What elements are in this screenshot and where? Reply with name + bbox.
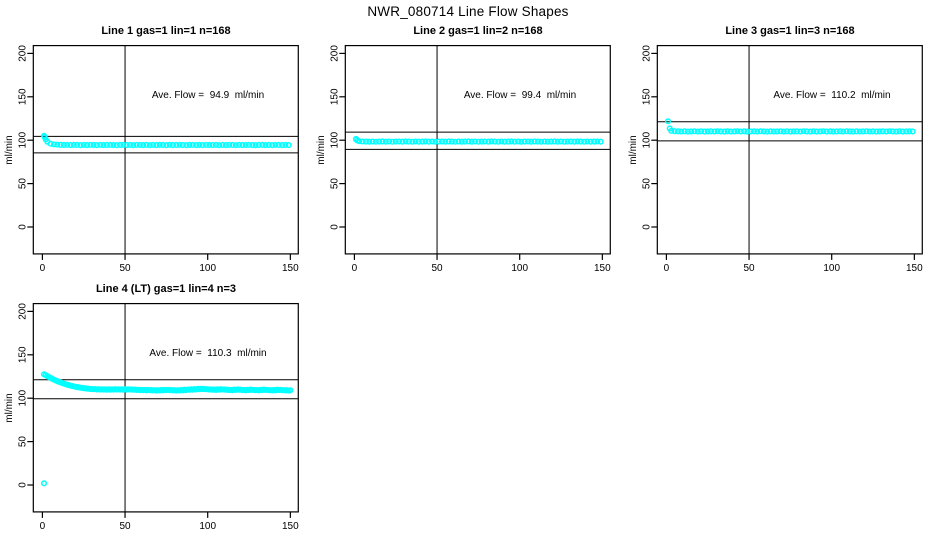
svg-text:150: 150 [641,88,652,105]
svg-text:200: 200 [17,45,28,62]
svg-text:150: 150 [329,88,340,105]
svg-text:0: 0 [17,224,28,230]
svg-text:200: 200 [329,45,340,62]
svg-text:100: 100 [823,263,840,274]
svg-text:100: 100 [329,131,340,148]
subplot-title: Line 4 (LT) gas=1 lin=4 n=3 [95,283,237,295]
svg-text:0: 0 [641,224,652,230]
data-points [353,135,604,145]
svg-text:50: 50 [119,521,131,532]
svg-text:50: 50 [17,436,28,448]
svg-text:150: 150 [17,346,28,363]
data-points [41,371,294,487]
svg-text:150: 150 [282,521,299,532]
svg-text:50: 50 [329,178,340,190]
svg-text:100: 100 [199,263,216,274]
y-axis-ticks: 0 50 100 150 200 [17,303,34,488]
x-axis-ticks: 0 50 100 150 [40,253,299,274]
svg-text:0: 0 [40,521,46,532]
svg-text:0: 0 [329,224,340,230]
svg-text:100: 100 [17,131,28,148]
avg-flow-annotation: Ave. Flow = 94.9 ml/min [151,90,265,101]
svg-text:0: 0 [664,263,670,274]
svg-text:50: 50 [17,178,28,190]
svg-text:100: 100 [511,263,528,274]
plot-canvas-line-2: 0 50 100 150 0 50 100 150 200 [329,45,611,274]
svg-text:0: 0 [17,482,28,488]
figure-title: NWR_080714 Line Flow Shapes [367,4,569,19]
y-axis-ticks: 0 50 100 150 200 [641,45,658,230]
plot-canvas-line-4: 0 50 100 150 0 50 100 150 200 [17,302,299,532]
data-points [41,132,292,149]
plot-box [32,302,299,513]
svg-text:100: 100 [17,389,28,406]
svg-text:150: 150 [17,88,28,105]
svg-text:50: 50 [743,263,755,274]
subplot-title: Line 2 gas=1 lin=2 n=168 [413,25,543,37]
data-points [665,118,916,135]
plot-box [656,44,923,255]
svg-text:100: 100 [199,521,216,532]
subplot-line-2: Line 2 gas=1 lin=2 n=168 ml/min Ave. Flo… [312,24,624,282]
svg-text:150: 150 [282,263,299,274]
y-axis-ticks: 0 50 100 150 200 [17,45,34,230]
svg-text:0: 0 [352,263,358,274]
subplot-title: Line 3 gas=1 lin=3 n=168 [725,25,855,37]
svg-text:50: 50 [641,178,652,190]
avg-flow-annotation: Ave. Flow = 110.2 ml/min [773,90,891,101]
avg-flow-annotation: Ave. Flow = 110.3 ml/min [149,348,267,359]
subplot-line-4: Line 4 (LT) gas=1 lin=4 n=3 ml/min Ave. … [0,282,312,540]
svg-text:200: 200 [17,303,28,320]
svg-text:200: 200 [641,45,652,62]
subplot-title: Line 1 gas=1 lin=1 n=168 [101,25,231,37]
subplot-line-1: Line 1 gas=1 lin=1 n=168 ml/min Ave. Flo… [0,24,312,282]
avg-flow-annotation: Ave. Flow = 99.4 ml/min [463,90,577,101]
x-axis-ticks: 0 50 100 150 [352,253,611,274]
x-axis-ticks: 0 50 100 150 [664,253,923,274]
x-axis-ticks: 0 50 100 150 [40,511,299,532]
svg-text:0: 0 [40,263,46,274]
svg-text:100: 100 [641,131,652,148]
svg-text:150: 150 [906,263,923,274]
plot-canvas-line-1: 0 50 100 150 0 50 100 150 200 [17,44,299,274]
svg-text:150: 150 [594,263,611,274]
subplot-line-3: Line 3 gas=1 lin=3 n=168 ml/min Ave. Flo… [624,24,936,282]
svg-text:50: 50 [431,263,443,274]
plot-box [32,44,299,255]
plot-canvas-line-3: 0 50 100 150 0 50 100 150 200 [641,44,923,274]
y-axis-ticks: 0 50 100 150 200 [329,45,346,230]
svg-text:50: 50 [119,263,131,274]
